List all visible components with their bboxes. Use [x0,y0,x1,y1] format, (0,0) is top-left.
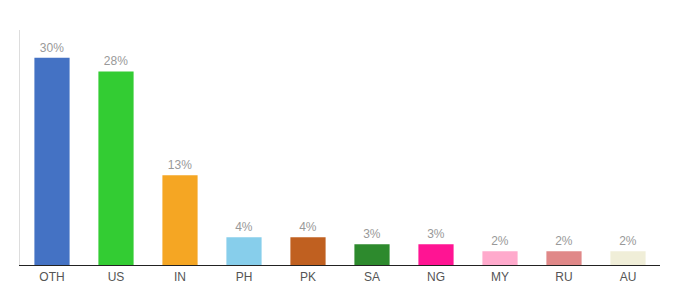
svg-text:PK: PK [300,270,316,284]
svg-text:OTH: OTH [39,270,64,284]
svg-text:3%: 3% [363,227,381,241]
svg-text:4%: 4% [299,220,317,234]
svg-text:13%: 13% [168,158,192,172]
svg-text:SA: SA [364,270,380,284]
svg-text:US: US [108,270,125,284]
svg-text:2%: 2% [491,234,509,248]
svg-text:IN: IN [174,270,186,284]
svg-text:NG: NG [427,270,445,284]
svg-text:3%: 3% [427,227,445,241]
svg-text:4%: 4% [235,220,253,234]
svg-text:2%: 2% [555,234,573,248]
svg-text:RU: RU [555,270,572,284]
svg-text:2%: 2% [619,234,637,248]
svg-text:MY: MY [491,270,509,284]
svg-text:28%: 28% [104,54,128,68]
svg-text:PH: PH [236,270,253,284]
svg-text:AU: AU [620,270,637,284]
svg-text:30%: 30% [40,41,64,55]
